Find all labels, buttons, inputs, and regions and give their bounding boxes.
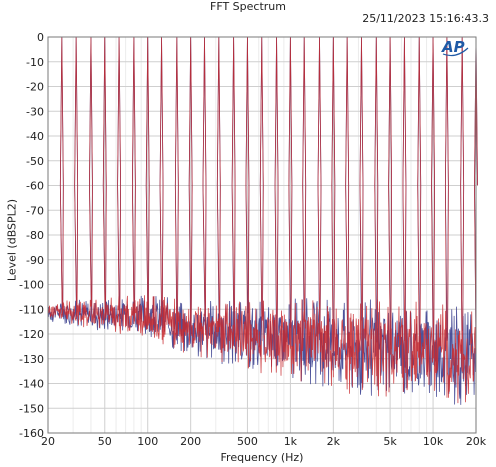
x-tick-label: 2k: [327, 435, 341, 448]
y-tick-label: 0: [37, 31, 44, 44]
y-tick-label: -140: [19, 378, 44, 391]
y-tick-label: -40: [26, 130, 44, 143]
y-tick-label: -90: [26, 254, 44, 267]
x-tick-label: 10k: [423, 435, 444, 448]
y-tick-label: -130: [19, 353, 44, 366]
plot-frame: [47, 36, 477, 434]
y-axis-ticks: 0 -10 -20 -30 -40 -50 -60 -70 -80 -90 -100 -110 -120…: [19, 31, 44, 440]
x-tick-label: 1k: [284, 435, 298, 448]
y-tick-label: -20: [26, 81, 44, 94]
x-tick-label: 100: [137, 435, 158, 448]
y-tick-label: -110: [19, 303, 44, 316]
x-tick-label: 200: [180, 435, 201, 448]
y-tick-label: -10: [26, 56, 44, 69]
x-axis-ticks: 20 50 100 200 500 1k 2k 5k 10k 20k: [41, 435, 487, 448]
series-trace-2: [47, 36, 478, 404]
x-tick-label: 50: [98, 435, 112, 448]
x-tick-label: 20k: [466, 435, 487, 448]
y-tick-label: -30: [26, 105, 44, 118]
series-group: [47, 36, 478, 405]
y-tick-label: -60: [26, 180, 44, 193]
x-tick-label: 500: [237, 435, 258, 448]
y-axis-label: Level (dBSPL2): [2, 199, 22, 281]
chart-title: FFT Spectrum: [210, 0, 286, 13]
y-tick-label: -80: [26, 229, 44, 242]
timestamp: 25/11/2023 15:16:43.3: [362, 12, 489, 25]
x-tick-label: 20: [41, 435, 55, 448]
y-tick-label: -100: [19, 279, 44, 292]
x-tick-label: 5k: [383, 435, 397, 448]
y-tick-label: -120: [19, 328, 44, 341]
y-tick-label: -70: [26, 204, 44, 217]
ap-logo-text: AP: [441, 38, 465, 56]
x-axis-label: Frequency (Hz): [220, 451, 304, 464]
y-tick-label: -50: [26, 155, 44, 168]
y-tick-label: -150: [19, 402, 44, 415]
y-tick-label: -160: [19, 427, 44, 440]
ap-logo: AP: [441, 38, 469, 57]
y-axis-label-text: Level (dBSPL2): [5, 198, 19, 282]
